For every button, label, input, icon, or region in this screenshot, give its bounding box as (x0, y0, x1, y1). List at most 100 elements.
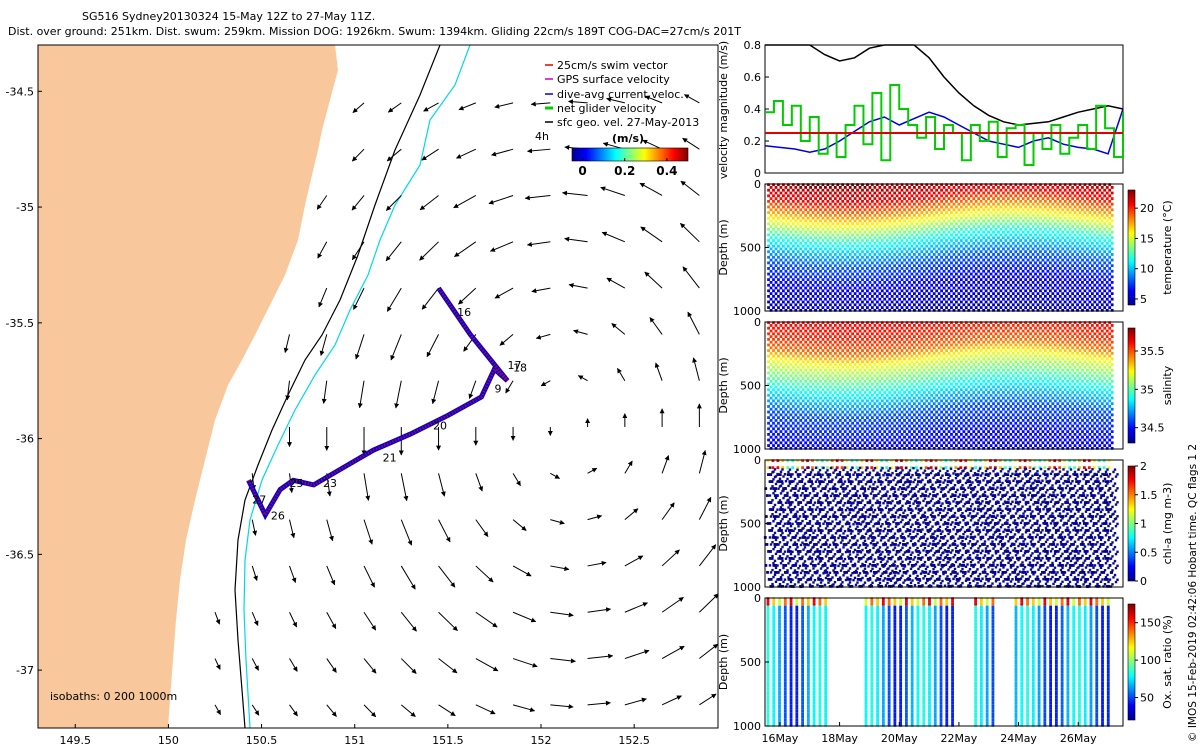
section-sample (972, 197, 976, 201)
section-sample (913, 186, 916, 189)
section-sample (1110, 236, 1114, 240)
section-sample (841, 283, 845, 287)
section-sample (977, 191, 981, 195)
section-sample (1041, 241, 1045, 245)
section-sample (801, 399, 805, 403)
section-sample (1095, 264, 1099, 268)
section-sample (806, 216, 810, 220)
section-sample (841, 222, 845, 226)
section-sample (974, 250, 978, 254)
section-sample (1006, 297, 1010, 301)
section-sample (789, 286, 793, 290)
section-sample (769, 219, 773, 223)
geo-vector (214, 658, 221, 670)
section-sample (841, 294, 845, 298)
section-sample (851, 337, 854, 341)
section-sample (1051, 269, 1055, 273)
section-sample (831, 416, 835, 420)
section-sample (804, 340, 808, 344)
section-sample (777, 438, 780, 442)
section-sample (824, 351, 827, 355)
section-sample (917, 413, 921, 417)
section-sample (863, 441, 867, 445)
section-sample (883, 396, 887, 400)
section-sample (866, 222, 869, 226)
section-sample (910, 382, 914, 386)
section-sample (814, 441, 817, 445)
section-sample (942, 286, 946, 290)
section-sample (1110, 213, 1114, 217)
section-sample (937, 241, 941, 245)
section-sample (873, 253, 877, 256)
geo-vector (642, 139, 663, 150)
section-sample (885, 199, 889, 203)
section-sample (769, 424, 773, 428)
section-sample (875, 321, 879, 325)
section-sample (846, 300, 850, 304)
geo-vector (567, 99, 588, 105)
section-sample (868, 396, 872, 400)
section-sample (989, 227, 993, 231)
section-sample (777, 306, 780, 309)
section-sample (913, 407, 916, 411)
section-sample (1110, 297, 1114, 301)
section-sample (903, 391, 906, 394)
section-sample (779, 329, 783, 333)
section-sample (873, 264, 877, 268)
velocity-ylabel: velocity magnitude (m/s) (717, 41, 730, 179)
section-sample (1011, 303, 1015, 307)
section-sample (870, 267, 874, 270)
section-sample (883, 402, 887, 406)
section-sample (841, 332, 845, 336)
section-sample (1034, 188, 1037, 192)
section-sample (1088, 194, 1092, 198)
section-sample (831, 399, 835, 403)
section-sample (888, 430, 892, 434)
section-sample (999, 250, 1003, 254)
section-sample (1098, 239, 1102, 242)
section-sample (843, 324, 847, 327)
section-sample (942, 191, 946, 195)
section-sample (890, 306, 894, 309)
section-sample (866, 283, 869, 287)
section-sample (888, 346, 892, 350)
section-sample (880, 188, 884, 192)
section-sample (789, 351, 793, 355)
section-sample (836, 183, 840, 187)
section-sample (903, 269, 906, 273)
section-sample (858, 253, 862, 256)
section-sample (816, 289, 820, 293)
section-sample (982, 197, 986, 201)
section-sample (1090, 275, 1094, 279)
section-sample (866, 326, 869, 330)
section-sample (1004, 283, 1008, 287)
section-sample (838, 247, 842, 251)
section-sample (769, 346, 773, 350)
section-sample (905, 421, 909, 425)
section-sample (784, 340, 788, 344)
section-sample (883, 424, 887, 428)
section-sample (848, 308, 852, 312)
section-sample (945, 261, 948, 265)
section-sample (1016, 286, 1020, 290)
section-sample (811, 444, 815, 447)
section-sample (814, 346, 817, 350)
section-sample (1019, 199, 1023, 203)
section-sample (772, 360, 775, 364)
section-sample (925, 343, 929, 347)
section-sample (900, 267, 904, 270)
section-sample (843, 236, 847, 240)
section-sample (853, 413, 857, 417)
section-sample (925, 306, 929, 309)
section-sample (1002, 241, 1005, 245)
geo-vector (385, 195, 402, 211)
section-sample (806, 438, 810, 442)
section-sample (1105, 258, 1109, 262)
section-sample (910, 300, 914, 304)
section-sample (915, 332, 919, 336)
section-sample (804, 286, 808, 290)
section-sample (1088, 278, 1092, 282)
section-sample (843, 253, 847, 256)
section-sample (1006, 186, 1010, 189)
section-sample (999, 239, 1003, 242)
